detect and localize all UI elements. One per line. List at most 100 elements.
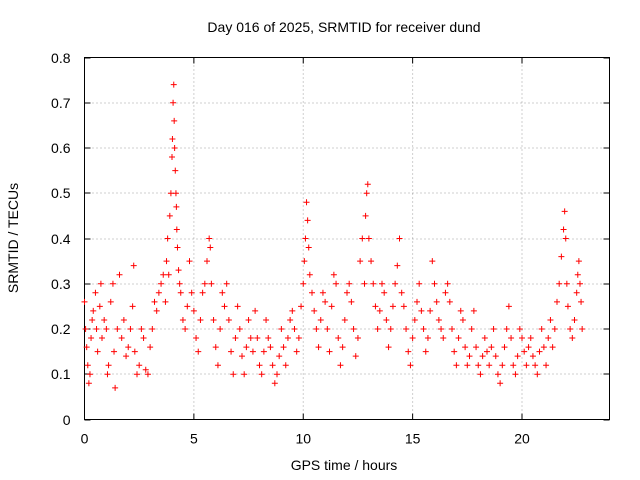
data-point <box>300 280 307 287</box>
data-point <box>403 326 410 332</box>
data-point <box>90 307 97 314</box>
data-point <box>147 344 154 351</box>
data-point <box>379 280 385 287</box>
data-point <box>359 235 366 242</box>
data-point <box>97 280 104 287</box>
data-point <box>228 348 235 355</box>
y-tick-label: 0.8 <box>51 50 71 66</box>
data-point <box>204 258 210 265</box>
data-point <box>295 335 302 342</box>
data-point <box>326 348 333 355</box>
data-point <box>158 280 165 287</box>
data-point <box>176 280 183 287</box>
data-point <box>206 235 213 242</box>
data-point <box>414 298 420 305</box>
chart-title: Day 016 of 2025, SRMTID for receiver dun… <box>207 19 480 35</box>
data-point <box>352 353 359 360</box>
data-point <box>207 244 214 251</box>
y-axis-label: SRMTID / TECUs <box>5 183 21 293</box>
data-point <box>481 335 488 342</box>
data-point <box>475 362 482 369</box>
data-point <box>96 303 103 310</box>
data-point <box>114 326 121 332</box>
data-point <box>258 371 265 378</box>
data-point <box>558 253 565 260</box>
data-point <box>313 326 320 332</box>
data-point <box>383 316 390 323</box>
data-point <box>543 362 550 369</box>
data-point <box>105 362 112 369</box>
data-point <box>131 348 138 355</box>
data-point <box>440 335 447 342</box>
data-point <box>494 371 501 378</box>
data-point <box>512 371 519 378</box>
data-point <box>337 362 344 369</box>
data-point <box>556 280 563 287</box>
data-point <box>324 326 331 332</box>
data-point <box>306 271 313 278</box>
data-point <box>554 298 560 305</box>
data-point <box>381 289 388 296</box>
grid-lines <box>84 57 610 420</box>
data-point <box>89 316 96 323</box>
data-point <box>431 280 438 287</box>
data-point <box>291 326 298 332</box>
data-point <box>538 326 545 332</box>
y-tick-labels: 0 0.1 0.2 0.3 0.4 0.5 0.6 0.7 0.8 <box>51 50 71 428</box>
data-points <box>81 81 586 391</box>
data-point <box>540 344 547 351</box>
data-point <box>162 298 169 305</box>
data-point <box>368 258 375 265</box>
data-point <box>317 316 324 323</box>
data-point <box>254 335 261 342</box>
data-point <box>573 289 580 296</box>
y-tick-label: 0.4 <box>51 231 71 247</box>
data-point <box>265 335 272 342</box>
data-point <box>492 353 499 360</box>
data-point <box>418 307 425 314</box>
data-point <box>457 307 464 314</box>
data-point <box>301 258 308 265</box>
data-point <box>488 344 495 351</box>
data-point <box>138 326 145 332</box>
data-point <box>284 335 291 342</box>
data-point <box>451 348 458 355</box>
x-tick-label: 10 <box>295 431 311 447</box>
data-point <box>534 371 541 378</box>
data-point <box>223 280 230 287</box>
data-point <box>387 326 394 332</box>
data-point <box>303 199 310 206</box>
data-point <box>274 371 280 378</box>
data-point <box>201 280 208 287</box>
data-point <box>173 226 180 233</box>
data-point <box>245 316 252 323</box>
data-point <box>362 212 369 219</box>
data-point <box>350 326 357 332</box>
data-point <box>405 348 412 355</box>
data-point <box>549 344 556 351</box>
data-point <box>508 335 515 342</box>
data-point <box>521 348 528 355</box>
data-point <box>510 362 517 369</box>
data-point <box>293 348 300 355</box>
data-point <box>499 362 506 369</box>
data-point <box>82 326 89 332</box>
data-point <box>484 348 490 355</box>
data-point <box>361 280 368 287</box>
data-point <box>155 289 162 296</box>
data-point <box>398 289 405 296</box>
data-point <box>93 326 100 332</box>
data-point <box>473 344 480 351</box>
data-point <box>172 190 179 197</box>
data-point <box>170 81 177 88</box>
data-point <box>103 326 110 332</box>
data-point <box>243 344 250 351</box>
data-point <box>575 258 582 265</box>
data-point <box>574 271 581 278</box>
data-point <box>394 262 401 269</box>
data-point <box>468 326 475 332</box>
data-point <box>280 344 287 351</box>
data-point <box>536 348 543 355</box>
data-point <box>88 335 95 342</box>
data-point <box>166 212 173 219</box>
